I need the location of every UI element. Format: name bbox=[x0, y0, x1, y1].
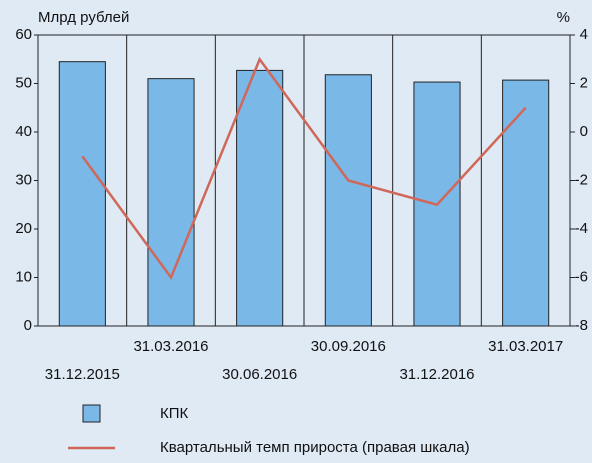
x-tick-label: 30.09.2016 bbox=[311, 338, 386, 355]
y-tick-label: 10 bbox=[15, 268, 32, 285]
y2-tick-label: 4 bbox=[580, 26, 588, 43]
x-tick-label: 31.03.2016 bbox=[133, 338, 208, 355]
y-tick-label: 30 bbox=[15, 171, 32, 188]
bar bbox=[502, 79, 550, 327]
x-tick-label: 31.12.2016 bbox=[399, 366, 474, 383]
y2-tick-label: -6 bbox=[575, 268, 588, 285]
legend-swatch bbox=[82, 404, 101, 423]
y-tick-label: 60 bbox=[15, 26, 32, 43]
x-tick-label: 31.12.2015 bbox=[45, 366, 120, 383]
legend-label: Квартальный темп прироста (правая шкала) bbox=[160, 439, 470, 456]
x-tick-label: 30.06.2016 bbox=[222, 366, 297, 383]
bar bbox=[236, 69, 284, 327]
y-axis-title: Млрд рублей bbox=[38, 9, 129, 26]
line bbox=[81, 56, 527, 281]
y2-tick-label: -4 bbox=[575, 220, 588, 237]
bar bbox=[147, 78, 195, 327]
x-tick-label: 31.03.2017 bbox=[488, 338, 563, 355]
bar bbox=[58, 61, 106, 327]
y-tick-label: 0 bbox=[24, 317, 32, 334]
y2-tick-label: 2 bbox=[580, 74, 588, 91]
plot-frame bbox=[37, 34, 571, 327]
y2-axis-title: % bbox=[557, 9, 570, 26]
y2-tick-label: -8 bbox=[575, 317, 588, 334]
y-tick-label: 50 bbox=[15, 74, 32, 91]
legend-label: КПК bbox=[160, 405, 189, 422]
bar bbox=[324, 74, 372, 327]
y-tick-label: 20 bbox=[15, 220, 32, 237]
y-tick-label: 40 bbox=[15, 123, 32, 140]
y2-tick-label: 0 bbox=[580, 123, 588, 140]
y2-tick-label: -2 bbox=[575, 171, 588, 188]
